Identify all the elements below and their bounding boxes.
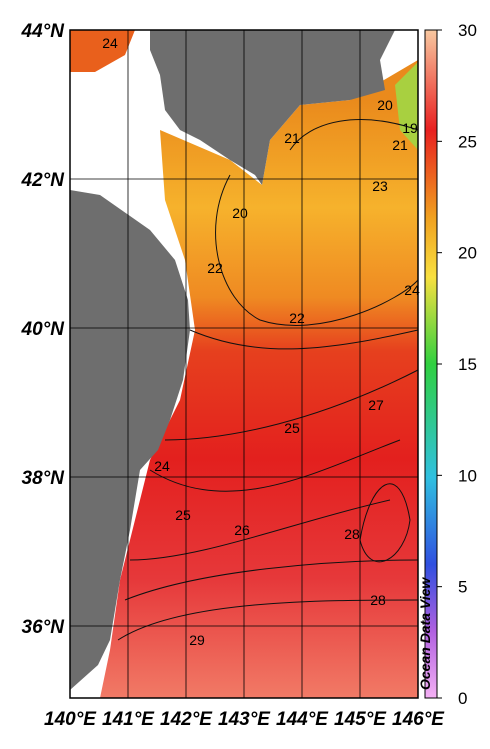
contour-label: 29 bbox=[189, 632, 205, 648]
x-tick-label: 142°E bbox=[160, 709, 213, 730]
colorbar-tick-label: 25 bbox=[458, 132, 477, 151]
contour-label: 24 bbox=[154, 458, 170, 474]
contour-label: 19 bbox=[402, 120, 418, 136]
x-tick-label: 141°E bbox=[102, 709, 155, 730]
y-tick-label: 44°N bbox=[21, 21, 66, 42]
colorbar-tick-label: 0 bbox=[458, 689, 467, 708]
sea-surface-temperature bbox=[100, 60, 418, 698]
y-tick-label: 38°N bbox=[22, 468, 66, 489]
x-tick-label: 146°E bbox=[392, 709, 445, 730]
land bbox=[150, 30, 395, 185]
colorbar-tick-label: 30 bbox=[458, 21, 477, 40]
contour-label: 25 bbox=[284, 420, 300, 436]
y-tick-label: 40°N bbox=[21, 319, 66, 340]
x-tick-label: 143°E bbox=[218, 709, 271, 730]
contour-label: 25 bbox=[175, 507, 191, 523]
x-tick-label: 145°E bbox=[334, 709, 387, 730]
contour-label: 26 bbox=[234, 522, 250, 538]
colorbar-tick-label: 15 bbox=[458, 355, 477, 374]
contour-label: 24 bbox=[102, 35, 118, 51]
contour-label: 24 bbox=[404, 282, 420, 298]
colorbar-tick-label: 5 bbox=[458, 578, 467, 597]
contour-label: 22 bbox=[289, 310, 305, 326]
contour-label: 20 bbox=[377, 97, 393, 113]
x-tick-label: 144°E bbox=[276, 709, 329, 730]
contour-label: 28 bbox=[370, 592, 386, 608]
land bbox=[70, 190, 190, 690]
contour-label: 21 bbox=[284, 130, 300, 146]
colorbar-tick-label: 10 bbox=[458, 466, 477, 485]
contour-label: 22 bbox=[207, 260, 223, 276]
contour-label: 21 bbox=[392, 137, 408, 153]
contours bbox=[117, 119, 419, 641]
contour-label: 20 bbox=[232, 205, 248, 221]
x-tick-label: 140°E bbox=[44, 709, 97, 730]
credit: Ocean Data View bbox=[417, 577, 433, 690]
y-tick-label: 36°N bbox=[22, 617, 66, 638]
y-tick-label: 42°N bbox=[21, 170, 66, 191]
colorbar-tick-label: 20 bbox=[458, 244, 477, 263]
contour-label: 28 bbox=[344, 526, 360, 542]
contour-label: 27 bbox=[368, 397, 384, 413]
sea-surface-temperature bbox=[70, 30, 135, 72]
contour-label: 23 bbox=[372, 178, 388, 194]
